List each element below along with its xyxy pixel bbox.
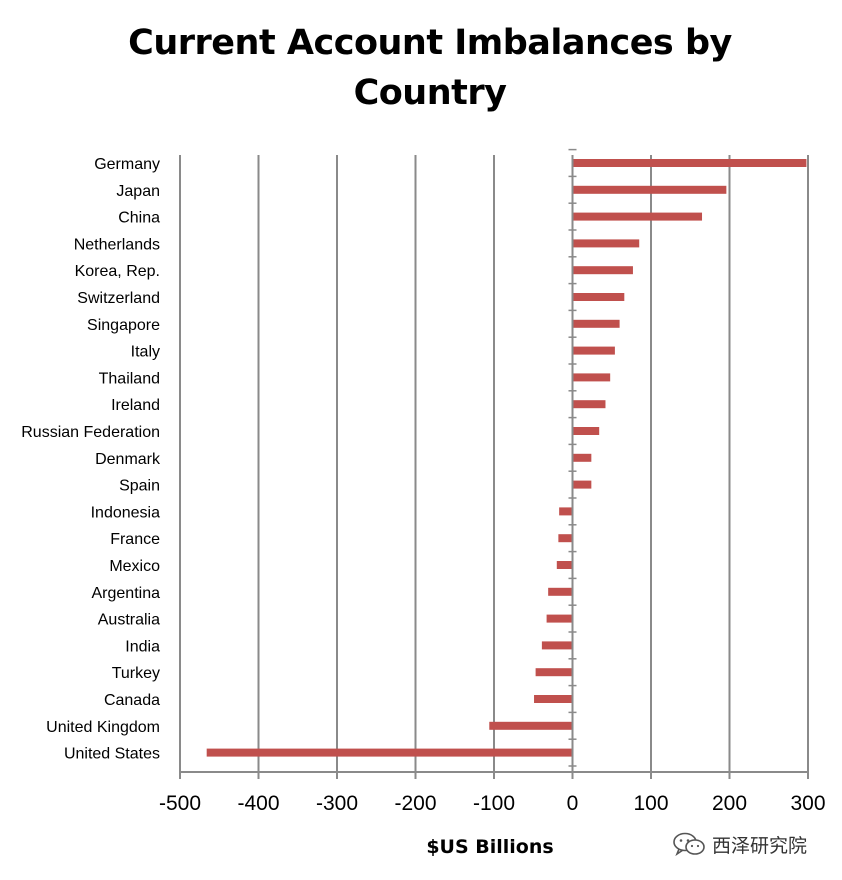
category-label: India bbox=[125, 638, 160, 655]
x-tick-label: -400 bbox=[237, 792, 279, 815]
category-label: Mexico bbox=[109, 558, 160, 575]
category-label: Ireland bbox=[111, 397, 160, 414]
category-label: Argentina bbox=[92, 585, 161, 602]
bar bbox=[572, 346, 615, 355]
bar bbox=[572, 453, 592, 462]
category-label: Russian Federation bbox=[21, 424, 160, 441]
category-label: Canada bbox=[104, 692, 160, 709]
grid-layer bbox=[179, 155, 809, 772]
category-label: Singapore bbox=[87, 317, 160, 334]
bar bbox=[572, 373, 611, 382]
bar bbox=[572, 319, 620, 328]
category-label: Switzerland bbox=[77, 290, 160, 307]
bar bbox=[572, 427, 600, 435]
bar bbox=[546, 614, 573, 623]
chart-title: Current Account Imbalances by Country bbox=[128, 23, 732, 113]
category-label: United States bbox=[64, 746, 160, 763]
x-tick-label: -200 bbox=[394, 792, 436, 815]
bar bbox=[572, 480, 592, 489]
category-label: Turkey bbox=[112, 665, 160, 682]
bar bbox=[572, 212, 703, 221]
x-tick-label: -500 bbox=[159, 792, 201, 815]
x-tick-label: 100 bbox=[633, 792, 668, 815]
bar bbox=[572, 400, 606, 409]
watermark: 西泽研究院 bbox=[672, 830, 807, 858]
bar bbox=[206, 748, 573, 757]
x-tick-label: 200 bbox=[712, 792, 747, 815]
category-label: Netherlands bbox=[74, 236, 160, 253]
watermark-text: 西泽研究院 bbox=[712, 834, 808, 857]
category-label: Italy bbox=[131, 344, 160, 361]
category-label: Japan bbox=[116, 183, 160, 200]
category-label: Korea, Rep. bbox=[75, 263, 160, 280]
category-label: Thailand bbox=[99, 370, 160, 387]
bar bbox=[535, 668, 573, 677]
x-tick-label: -100 bbox=[473, 792, 515, 815]
bar bbox=[534, 695, 573, 703]
bar bbox=[558, 534, 573, 543]
bar bbox=[541, 641, 573, 650]
bar-layer bbox=[206, 159, 807, 757]
x-tick-label: 300 bbox=[790, 792, 825, 815]
category-label: Australia bbox=[98, 612, 160, 629]
bar bbox=[559, 507, 573, 516]
bar bbox=[548, 587, 573, 596]
axis-layer bbox=[179, 148, 809, 779]
label-layer: Germany Japan China Netherlands Korea, Rep. S… bbox=[21, 156, 825, 815]
category-label: China bbox=[118, 210, 160, 227]
bar bbox=[572, 266, 633, 275]
bar bbox=[489, 721, 573, 730]
x-tick-label: -300 bbox=[316, 792, 358, 815]
wechat-icon bbox=[673, 832, 705, 856]
category-label: Germany bbox=[94, 156, 160, 173]
category-label: Denmark bbox=[95, 451, 161, 468]
x-tick-label: 0 bbox=[567, 792, 579, 815]
bar bbox=[556, 561, 573, 569]
category-label: United Kingdom bbox=[46, 719, 160, 736]
bar bbox=[572, 239, 640, 248]
category-label: France bbox=[110, 531, 160, 548]
bar bbox=[572, 159, 807, 167]
x-axis-title: $US Billions bbox=[426, 836, 554, 858]
category-label: Indonesia bbox=[91, 504, 160, 521]
bar bbox=[572, 293, 625, 301]
category-label: Spain bbox=[119, 478, 160, 495]
bar bbox=[572, 185, 727, 194]
